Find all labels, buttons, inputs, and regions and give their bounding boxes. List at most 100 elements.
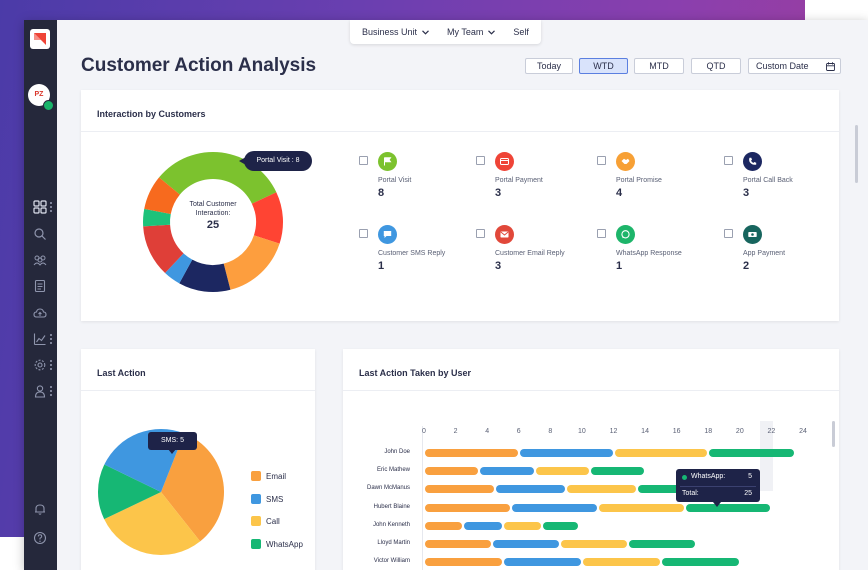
- bar-call[interactable]: [560, 540, 627, 548]
- x-tick-label: 2: [453, 428, 458, 435]
- business-unit-label: Business Unit: [362, 27, 418, 37]
- gear-icon[interactable]: [33, 358, 47, 372]
- bar-email[interactable]: [425, 485, 495, 494]
- analytics-icon[interactable]: [33, 332, 47, 346]
- period-wtd-button[interactable]: WTD: [579, 58, 628, 74]
- whatsapp-icon: [616, 225, 635, 244]
- bar-whatsapp[interactable]: [709, 449, 795, 457]
- pie-slice-call: [104, 492, 201, 555]
- legend-label: Email: [266, 472, 287, 481]
- metric-checkbox[interactable]: [476, 156, 485, 165]
- bar-tooltip: WhatsApp: 5 Total: 25: [676, 469, 760, 502]
- bar-email[interactable]: [425, 558, 502, 567]
- chart-scrollbar[interactable]: [832, 421, 835, 447]
- donut-slice-portal-promise: [223, 235, 280, 290]
- user-action-card-title: Last Action Taken by User: [359, 368, 472, 378]
- dashboard-menu-dots[interactable]: [50, 202, 53, 212]
- metric-label: Portal Payment: [495, 177, 543, 184]
- team-icon[interactable]: [33, 253, 47, 267]
- metric-checkbox[interactable]: [597, 229, 606, 238]
- donut-center-text: Total Customer Interaction: 25: [173, 200, 253, 231]
- custom-date-picker[interactable]: Custom Date: [748, 58, 841, 74]
- cloud-upload-icon[interactable]: [33, 306, 47, 320]
- y-category-label: Lloyd Martin: [377, 540, 410, 546]
- app-logo[interactable]: [30, 29, 50, 49]
- bar-whatsapp[interactable]: [661, 558, 739, 567]
- x-tick-label: 4: [485, 428, 490, 435]
- metric-checkbox[interactable]: [359, 156, 368, 165]
- page-scrollbar[interactable]: [855, 125, 858, 183]
- chat-icon: [378, 225, 397, 244]
- bar-sms[interactable]: [496, 485, 566, 494]
- app-window: PZ: [24, 20, 868, 570]
- bar-sms[interactable]: [464, 521, 502, 530]
- dashboard-icon[interactable]: [33, 200, 47, 214]
- bar-sms[interactable]: [511, 503, 597, 512]
- metric-checkbox[interactable]: [724, 156, 733, 165]
- tooltip-total-label: Total:: [682, 490, 699, 497]
- metric-checkbox[interactable]: [597, 156, 606, 165]
- bar-sms[interactable]: [503, 558, 581, 567]
- tooltip-arrow: [168, 449, 176, 454]
- bar-sms[interactable]: [492, 540, 559, 548]
- period-qtd-button[interactable]: QTD: [691, 58, 741, 74]
- bar-email[interactable]: [425, 467, 479, 476]
- search-icon[interactable]: [33, 227, 47, 241]
- bar-email[interactable]: [425, 521, 463, 530]
- custom-date-label: Custom Date: [756, 61, 809, 71]
- metric-value: 1: [378, 260, 385, 272]
- my-team-dropdown[interactable]: My Team: [447, 27, 496, 37]
- tooltip-whatsapp-label: WhatsApp:: [691, 473, 726, 480]
- bar-call[interactable]: [535, 467, 589, 476]
- x-tick-label: 24: [799, 428, 807, 435]
- x-tick-label: 14: [641, 428, 649, 435]
- metric-label: App Payment: [743, 250, 786, 257]
- bar-sms[interactable]: [480, 467, 534, 476]
- bar-email[interactable]: [425, 449, 518, 457]
- bar-whatsapp[interactable]: [685, 503, 771, 512]
- self-filter[interactable]: Self: [513, 27, 529, 37]
- y-category-label: John Doe: [384, 449, 410, 455]
- bell-icon[interactable]: [33, 502, 47, 516]
- period-today-button[interactable]: Today: [525, 58, 573, 74]
- donut-tooltip-text: Portal Visit : 8: [256, 157, 300, 164]
- settings-menu-dots[interactable]: [50, 360, 53, 370]
- x-tick-label: 10: [578, 428, 586, 435]
- donut-center-label-line2: Interaction:: [195, 210, 231, 217]
- bar-email[interactable]: [425, 503, 510, 512]
- metric-label: Customer SMS Reply: [378, 250, 446, 257]
- bar-whatsapp[interactable]: [543, 521, 578, 530]
- x-tick-label: 0: [422, 428, 426, 435]
- pie-slice-email: [161, 433, 225, 542]
- metric-checkbox[interactable]: [724, 229, 733, 238]
- bar-call[interactable]: [503, 521, 542, 530]
- help-icon[interactable]: [33, 531, 47, 545]
- donut-slice-whatsapp-response: [143, 208, 171, 227]
- metric-checkbox[interactable]: [476, 229, 485, 238]
- analytics-menu-dots[interactable]: [50, 334, 53, 344]
- business-unit-dropdown[interactable]: Business Unit: [362, 27, 429, 37]
- donut-tooltip: Portal Visit : 8: [244, 151, 312, 171]
- bar-call[interactable]: [567, 485, 637, 494]
- bar-sms[interactable]: [519, 449, 613, 457]
- legend-label: Call: [266, 517, 280, 526]
- logo-icon: [34, 33, 46, 45]
- user-menu-dots[interactable]: [50, 386, 53, 396]
- metric-label: WhatsApp Response: [616, 250, 682, 257]
- document-icon[interactable]: [33, 279, 47, 293]
- y-category-label: Dawn McManus: [366, 485, 410, 492]
- bar-whatsapp[interactable]: [628, 540, 695, 548]
- bar-call[interactable]: [614, 449, 708, 457]
- legend-label: SMS: [266, 494, 284, 504]
- bar-call[interactable]: [582, 558, 660, 567]
- user-icon[interactable]: [33, 384, 47, 398]
- metric-checkbox[interactable]: [359, 229, 368, 238]
- divider: [343, 390, 839, 391]
- bar-call[interactable]: [598, 503, 684, 512]
- bar-whatsapp[interactable]: [638, 485, 708, 494]
- tooltip-arrow: [713, 502, 721, 507]
- period-mtd-button[interactable]: MTD: [634, 58, 684, 74]
- bar-whatsapp[interactable]: [590, 467, 645, 476]
- y-category-label: Hubert Blaine: [373, 503, 410, 510]
- bar-email[interactable]: [425, 540, 491, 548]
